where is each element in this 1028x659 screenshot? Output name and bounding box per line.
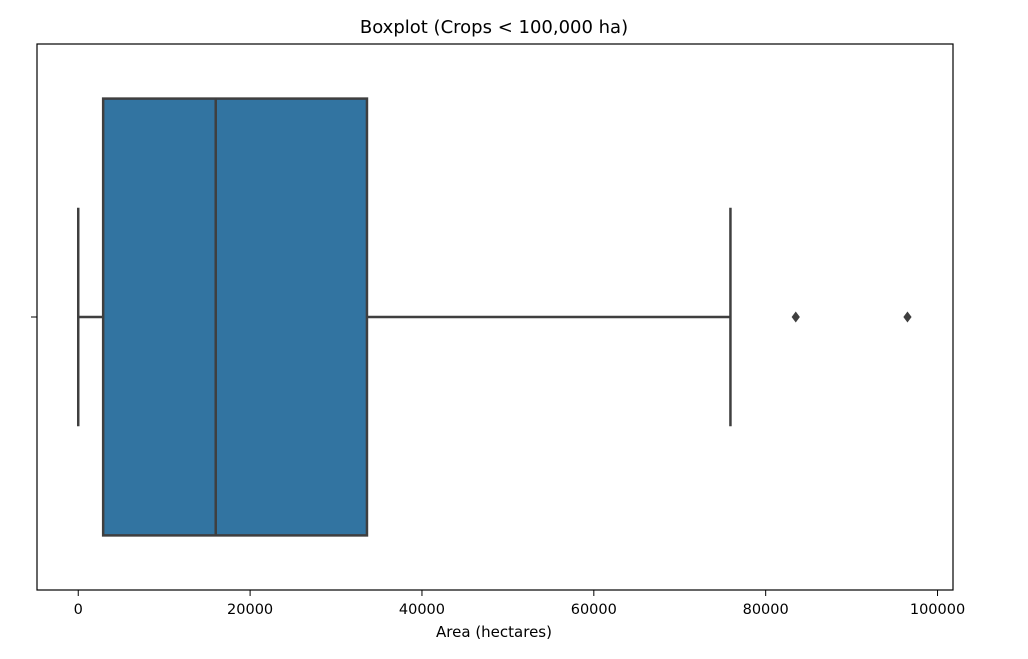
chart-title: Boxplot (Crops < 100,000 ha) xyxy=(360,17,628,38)
x-tick-label: 40000 xyxy=(399,602,445,618)
x-tick-label: 60000 xyxy=(571,602,617,618)
iqr-box xyxy=(101,97,369,537)
x-axis-ticks: 0 20000 40000 60000 80000 100000 xyxy=(74,590,965,618)
x-tick-label: 100000 xyxy=(910,602,965,618)
x-tick-label: 20000 xyxy=(227,602,273,618)
outlier-point xyxy=(791,311,800,323)
x-tick-label: 0 xyxy=(74,602,83,618)
x-axis-label: Area (hectares) xyxy=(436,623,552,641)
plot-marks xyxy=(76,97,912,537)
x-tick-label: 80000 xyxy=(743,602,789,618)
outlier-point xyxy=(903,311,912,323)
